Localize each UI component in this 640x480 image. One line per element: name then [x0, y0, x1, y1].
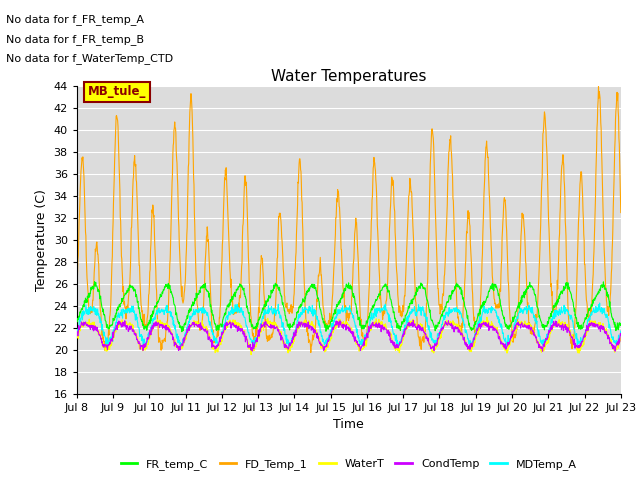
Text: No data for f_FR_temp_A: No data for f_FR_temp_A	[6, 14, 145, 25]
Y-axis label: Temperature (C): Temperature (C)	[35, 189, 48, 291]
Text: No data for f_WaterTemp_CTD: No data for f_WaterTemp_CTD	[6, 53, 173, 64]
Text: No data for f_FR_temp_B: No data for f_FR_temp_B	[6, 34, 145, 45]
Text: MB_tule_: MB_tule_	[88, 85, 146, 98]
X-axis label: Time: Time	[333, 418, 364, 431]
Title: Water Temperatures: Water Temperatures	[271, 69, 426, 84]
Legend: FR_temp_C, FD_Temp_1, WaterT, CondTemp, MDTemp_A: FR_temp_C, FD_Temp_1, WaterT, CondTemp, …	[116, 454, 581, 474]
